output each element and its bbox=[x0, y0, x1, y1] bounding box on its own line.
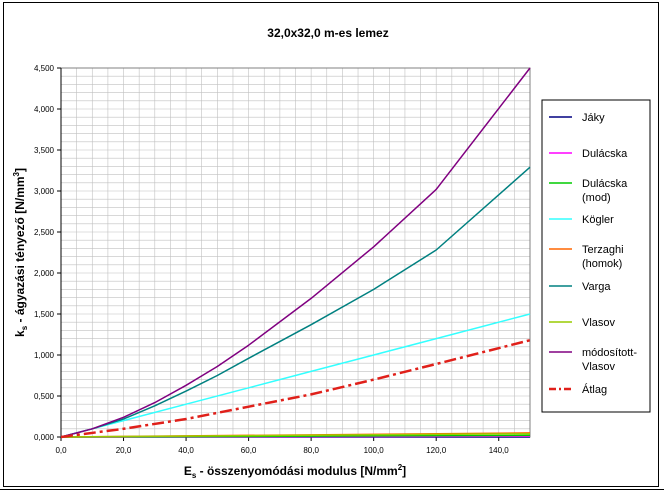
y-tick-label: 3,000 bbox=[34, 187, 55, 196]
y-tick-label: 2,500 bbox=[34, 228, 55, 237]
x-tick-label: 80,0 bbox=[303, 446, 319, 455]
y-axis-title-rest: - ágyazási tényező [N/mm bbox=[13, 176, 27, 325]
y-tick-label: 1,500 bbox=[34, 310, 55, 319]
x-axis-title-superscript: 2 bbox=[398, 463, 403, 472]
series-line-vlasov bbox=[60, 432, 531, 438]
x-tick-label: 140,0 bbox=[489, 446, 510, 455]
x-tick-label: 20,0 bbox=[116, 446, 132, 455]
x-axis-title-end: ] bbox=[402, 464, 406, 478]
legend: Jáky Dulácska Dulácska (mod) Kögler Terzaghi (… bbox=[541, 99, 651, 413]
y-tick-label: 4,500 bbox=[34, 64, 55, 73]
legend-label-m-dos-tott-vlasov-line2: Vlasov bbox=[582, 361, 616, 373]
legend-box bbox=[541, 99, 651, 413]
y-tick-label: 2,000 bbox=[34, 269, 55, 278]
x-axis-title-text: Es - összenyomódási modulus [N/mm2] bbox=[184, 463, 406, 480]
chart-frame: 32,0x32,0 m-es lemez 0,000 0,500 1,000 1,50… bbox=[3, 2, 659, 487]
chart-canvas: 32,0x32,0 m-es lemez 0,000 0,500 1,000 1,50… bbox=[12, 26, 651, 480]
series-line-m-dos-tott-vlasov bbox=[60, 67, 531, 438]
legend-label-dul-cska-mod-line2: (mod) bbox=[582, 192, 611, 204]
y-axis-title-end: ] bbox=[13, 168, 27, 172]
x-axis-title-main: E bbox=[184, 464, 192, 478]
y-tick-label: 0,000 bbox=[34, 433, 55, 442]
legend-label-vlasov: Vlasov bbox=[582, 317, 616, 329]
y-axis-title-subscript: s bbox=[20, 325, 29, 330]
y-tick-label: 4,000 bbox=[34, 105, 55, 114]
x-tick-label: 100,0 bbox=[364, 446, 385, 455]
page-bottom-rule bbox=[0, 489, 664, 490]
legend-label-tlag: Átlag bbox=[582, 383, 607, 396]
y-axis-title-main: k bbox=[13, 330, 27, 337]
legend-label-j-ky: Jáky bbox=[582, 112, 605, 124]
legend-label-k-gler: Kögler bbox=[582, 214, 614, 226]
legend-label-dul-cska: Dulácska bbox=[582, 148, 628, 160]
legend-label-m-dos-tott-vlasov: módosított- bbox=[582, 347, 637, 359]
y-axis-title-superscript: 3 bbox=[12, 171, 21, 176]
legend-label-varga: Varga bbox=[582, 281, 611, 293]
plot-area: 0,000 0,500 1,000 1,500 2,000 2,500 3,000 3,500… bbox=[34, 64, 531, 455]
legend-label-terzaghi-homok: Terzaghi bbox=[582, 244, 624, 256]
x-tick-label: 60,0 bbox=[241, 446, 257, 455]
x-axis-title-subscript: s bbox=[192, 471, 197, 480]
x-tick-label: 0,0 bbox=[55, 446, 67, 455]
y-tick-label: 1,000 bbox=[34, 351, 55, 360]
legend-label-dul-cska-mod: Dulácska bbox=[582, 178, 628, 190]
series-line-varga bbox=[60, 166, 531, 438]
y-axis-title-text: ks - ágyazási tényező [N/mm3] bbox=[12, 168, 29, 337]
y-axis-title: ks - ágyazási tényező [N/mm3] bbox=[12, 168, 29, 337]
x-tick-label: 40,0 bbox=[178, 446, 194, 455]
y-tick-label: 0,500 bbox=[34, 392, 55, 401]
y-tick-label: 3,500 bbox=[34, 146, 55, 155]
legend-label-terzaghi-homok-line2: (homok) bbox=[582, 258, 622, 270]
chart-title: 32,0x32,0 m-es lemez bbox=[267, 26, 388, 40]
x-tick-label: 120,0 bbox=[426, 446, 447, 455]
x-axis-title: Es - összenyomódási modulus [N/mm2] bbox=[184, 463, 406, 480]
series-line-tlag bbox=[60, 338, 531, 439]
x-axis-title-rest: - összenyomódási modulus [N/mm bbox=[196, 464, 397, 478]
